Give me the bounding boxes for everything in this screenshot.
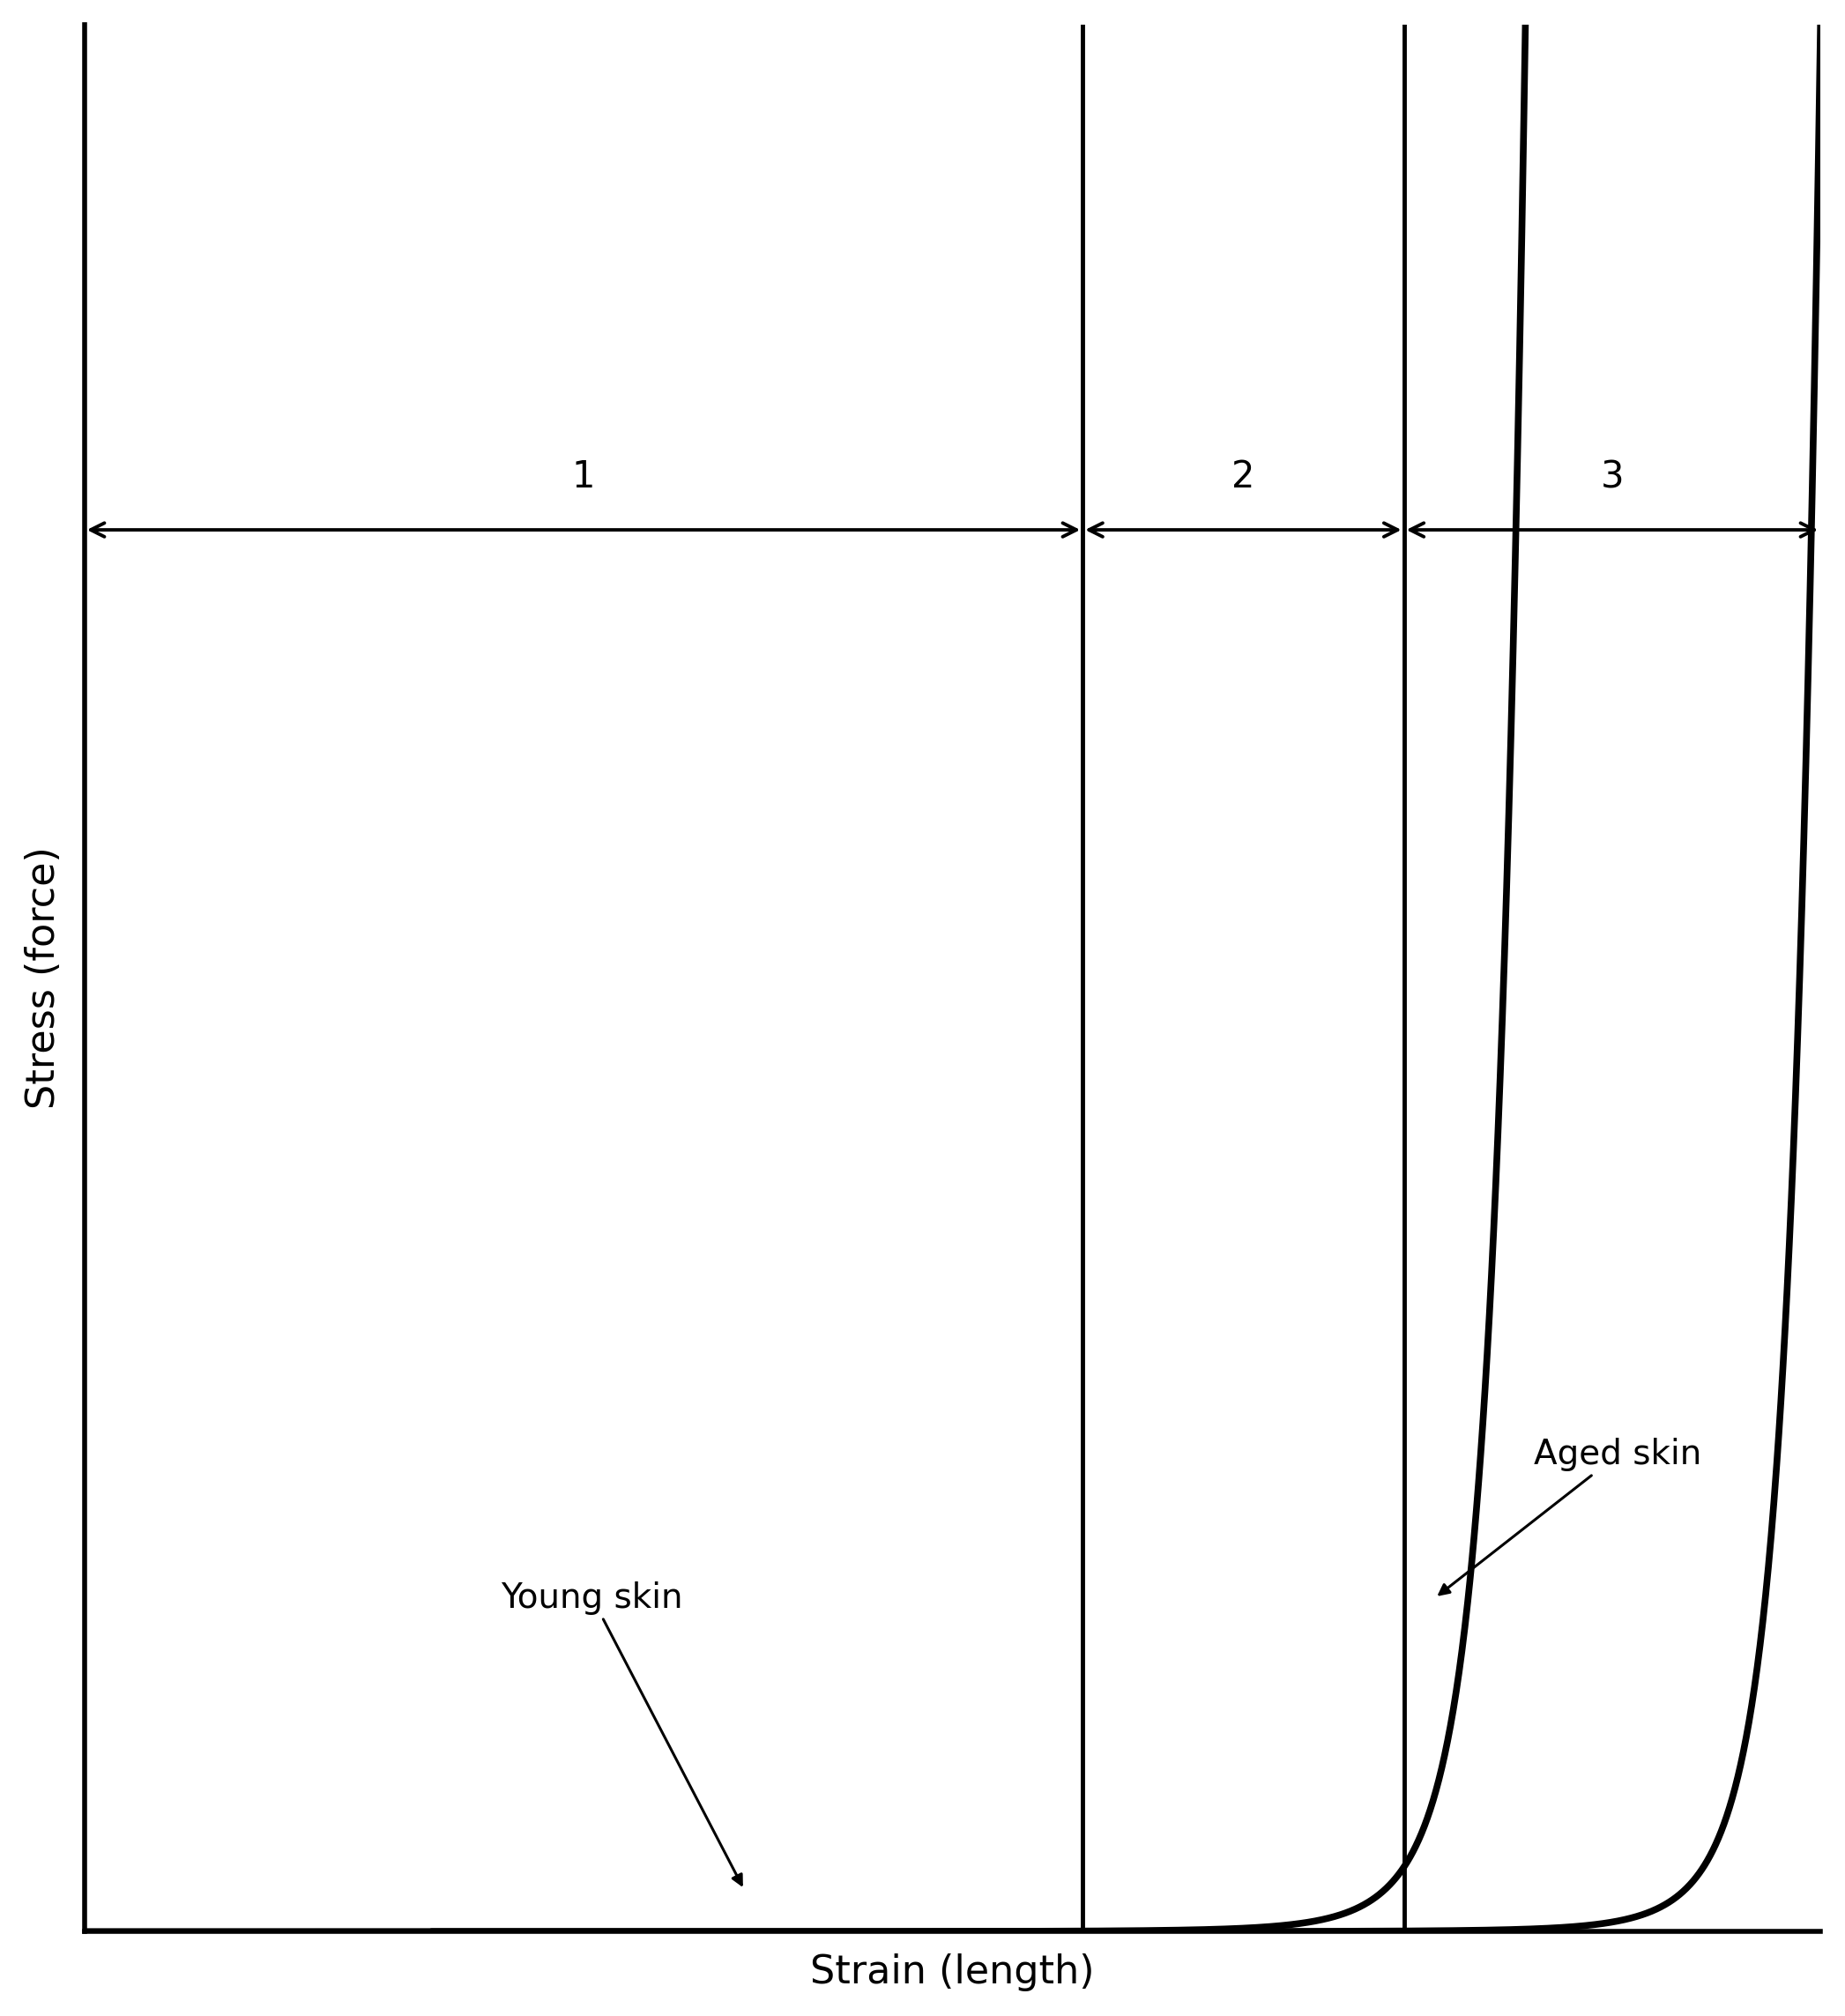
Text: 1: 1	[572, 458, 596, 496]
Text: Young skin: Young skin	[502, 1581, 742, 1885]
X-axis label: Strain (length): Strain (length)	[810, 1954, 1094, 1992]
Y-axis label: Stress (force): Stress (force)	[24, 847, 63, 1109]
Text: 2: 2	[1232, 458, 1255, 496]
Text: 3: 3	[1600, 458, 1624, 496]
Text: Aged skin: Aged skin	[1439, 1437, 1701, 1595]
